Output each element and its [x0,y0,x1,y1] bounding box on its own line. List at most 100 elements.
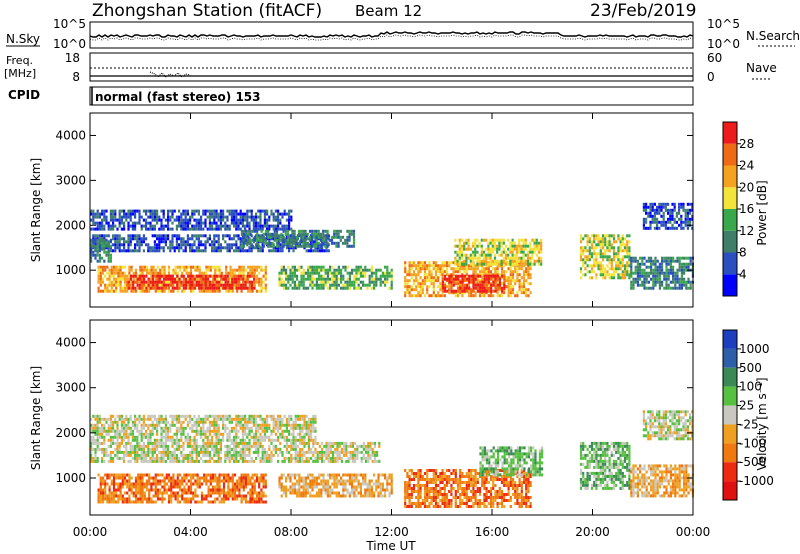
heatmap-cell [241,459,244,463]
heatmap-cell [259,432,262,436]
freq-right-tick-top: 60 [707,51,722,65]
heatmap-cell [327,447,330,451]
heatmap-cell [200,444,203,448]
heatmap-cell [123,459,126,463]
heatmap-cell [193,286,196,290]
heatmap-cell [498,277,502,281]
heatmap-cell [656,223,659,227]
heatmap-cell [172,289,175,293]
heatmap-cell [120,417,123,421]
heatmap-cell [94,450,97,454]
heatmap-cell [158,417,161,421]
heatmap-cell [335,241,338,245]
heatmap-cell [482,238,486,242]
heatmap-cell [156,420,159,424]
heatmap-cell [96,259,99,263]
heatmap-cell [501,289,504,293]
heatmap-cell [213,426,216,430]
heatmap-cell [676,256,679,260]
heatmap-cell [231,289,234,293]
heatmap-cell [288,420,291,424]
heatmap-cell [259,426,262,430]
heatmap-cell [460,238,464,242]
heatmap-cell [94,240,97,244]
heatmap-cell [513,247,516,251]
heatmap-cell [156,417,159,421]
heatmap-cell [492,280,495,284]
heatmap-cell [184,224,187,228]
heatmap-cell [256,232,259,236]
heatmap-cell [171,283,174,287]
heatmap-cell [315,235,318,239]
heatmap-cell [680,283,683,287]
heatmap-cell [253,280,256,284]
heatmap-cell [309,268,312,272]
heatmap-cell [208,453,211,457]
heatmap-cell [250,274,254,278]
heatmap-cell [305,456,308,460]
heatmap-cell [116,246,119,250]
heatmap-cell [504,259,508,263]
heatmap-cell [215,438,218,442]
heatmap-cell [296,432,299,436]
heatmap-cell [608,258,611,262]
heatmap-cell [160,274,163,278]
heatmap-cell [222,435,225,439]
heatmap-cell [109,435,112,439]
heatmap-cell [667,271,670,275]
heatmap-cell [173,453,176,457]
heatmap-cell [90,244,93,248]
heatmap-cell [125,450,128,454]
heatmap-cell [230,420,233,424]
heatmap-cell [672,268,675,272]
heatmap-cell [470,294,473,298]
heatmap-cell [315,244,318,248]
heatmap-cell [511,291,515,295]
heatmap-cell [321,447,324,451]
heatmap-cell [127,423,130,427]
heatmap-cell [117,280,120,284]
heatmap-cell [379,268,382,272]
heatmap-cell [285,426,288,430]
heatmap-cell [658,202,661,206]
heatmap-cell [296,277,299,281]
heatmap-cell [164,224,167,228]
heatmap-cell [439,270,442,274]
heatmap-cell [285,423,288,427]
heatmap-cell [647,265,650,269]
heatmap-cell [274,420,277,424]
heatmap-cell [421,261,424,265]
heatmap-cell [669,280,672,284]
heatmap-cell [342,265,345,269]
heatmap-cell [180,444,183,448]
heatmap-cell [106,271,109,275]
heatmap-cell [274,249,277,253]
heatmap-cell [154,280,157,284]
heatmap-cell [687,286,690,290]
heatmap-cell [368,280,371,284]
heatmap-cell [355,277,358,281]
heatmap-cell [518,282,521,286]
heatmap-cell [268,215,271,219]
heatmap-cell [128,274,131,278]
heatmap-cell [615,255,618,259]
heatmap-cell [623,270,627,274]
heatmap-cell [120,450,123,454]
heatmap-cell [678,265,681,269]
heatmap-cell [228,237,231,241]
heatmap-cell [206,444,209,448]
heatmap-cell [645,211,648,215]
heatmap-cell [491,244,494,248]
heatmap-cell [509,285,512,289]
heatmap-cell [685,283,688,287]
heatmap-cell [271,232,274,236]
heatmap-cell [280,235,283,239]
heatmap-cell [277,218,280,222]
heatmap-cell [123,246,126,250]
heatmap-cell [662,202,665,206]
heatmap-cell [650,265,653,269]
heatmap-cell [242,265,245,269]
heatmap-cell [123,435,126,439]
heatmap-cell [359,268,362,272]
heatmap-cell [357,271,360,275]
